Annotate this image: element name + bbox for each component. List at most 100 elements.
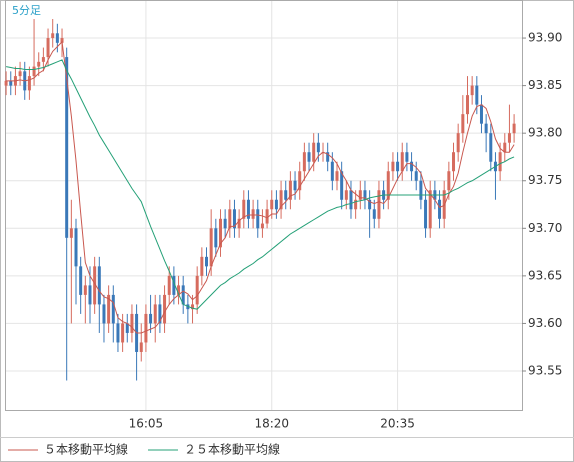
candle-body (302, 152, 306, 172)
candle-body (97, 266, 101, 305)
candle-body (265, 209, 269, 224)
y-tick-label: 93.70 (528, 221, 562, 235)
candle-body (195, 275, 199, 305)
candle-body (88, 285, 92, 305)
candle-body (130, 313, 134, 333)
candle-body (60, 38, 64, 43)
y-tick-label: 93.60 (528, 316, 562, 330)
candle-body (340, 171, 344, 200)
candle-body (37, 61, 41, 67)
candle-body (503, 142, 507, 153)
candle-body (335, 171, 339, 181)
candle-body (172, 275, 176, 295)
candle-body (51, 33, 55, 39)
candle-body (372, 209, 376, 219)
candle-body (228, 209, 232, 229)
y-tick-label: 93.55 (528, 363, 562, 377)
candle-body (377, 190, 381, 219)
candle-body (232, 209, 236, 229)
candle-body (489, 133, 493, 162)
candle-body (116, 323, 120, 343)
candle-body (386, 171, 390, 200)
candle-body (65, 57, 69, 238)
candle-body (447, 171, 451, 191)
candle-body (316, 142, 320, 153)
candle-body (107, 294, 111, 324)
candle-body (410, 161, 414, 172)
candle-body (363, 190, 367, 200)
candle-body (307, 152, 311, 162)
candle-body (102, 304, 106, 324)
candle-body (205, 256, 209, 267)
candle-body (279, 190, 283, 210)
candle-body (396, 161, 400, 172)
candle-body (349, 190, 353, 210)
candle-body (260, 223, 264, 229)
candle-body (139, 342, 143, 352)
candle-body (470, 85, 474, 96)
candle-body (461, 114, 465, 134)
candle-body (246, 199, 250, 219)
candle-body (456, 133, 460, 153)
candle-body (498, 152, 502, 172)
candle-body (242, 199, 246, 219)
x-tick-label: 20:35 (380, 417, 415, 431)
candle-body (9, 80, 13, 86)
candle-body (405, 152, 409, 162)
candle-body (419, 180, 423, 200)
x-tick-label: 16:05 (129, 417, 164, 431)
candle-body (153, 304, 157, 324)
candle-body (55, 33, 59, 43)
candle-body (312, 142, 316, 162)
candle-body (438, 199, 442, 219)
candle-body (293, 180, 297, 191)
y-tick-label: 93.90 (528, 31, 562, 45)
candle-body (27, 76, 31, 91)
x-tick-label: 18:20 (254, 417, 289, 431)
candle-body (484, 123, 488, 134)
candle-body (344, 190, 348, 200)
legend-label: ５本移動平均線 (44, 442, 128, 457)
candle-body (251, 209, 255, 219)
candle-body (167, 275, 171, 295)
candle-body (326, 152, 330, 162)
candle-body (125, 323, 129, 333)
candle-body (391, 161, 395, 172)
candle-body (479, 104, 483, 124)
y-tick-label: 93.75 (528, 173, 562, 187)
candle-body (428, 190, 432, 229)
candle-body (274, 199, 278, 210)
candle-body (69, 228, 73, 238)
candle-body (256, 209, 260, 229)
candle-body (149, 313, 153, 324)
candle-body (414, 171, 418, 181)
candle-body (111, 294, 115, 324)
y-tick-label: 93.80 (528, 126, 562, 140)
chart-title: 5分足 (12, 4, 41, 17)
candle-body (144, 313, 148, 343)
candle-body (163, 294, 167, 324)
plot-area (5, 0, 523, 411)
candle-body (368, 199, 372, 210)
y-tick-label: 93.85 (528, 78, 562, 92)
legend-label: ２５本移動平均線 (184, 442, 280, 457)
candle-body (83, 285, 87, 295)
candle-body (41, 57, 45, 62)
candle-body (158, 304, 162, 324)
candle-body (32, 66, 36, 77)
candle-body (237, 218, 241, 229)
candle-body (223, 218, 227, 229)
candle-body (177, 285, 181, 295)
candle-body (93, 266, 97, 305)
candle-body (284, 190, 288, 200)
candle-body (475, 85, 479, 105)
candle-body (191, 304, 195, 310)
candle-body (79, 266, 83, 295)
candle-body (288, 180, 292, 200)
ma-line (6, 59, 515, 310)
candle-body (214, 228, 218, 248)
candle-body (181, 285, 185, 305)
candle-body (298, 171, 302, 191)
